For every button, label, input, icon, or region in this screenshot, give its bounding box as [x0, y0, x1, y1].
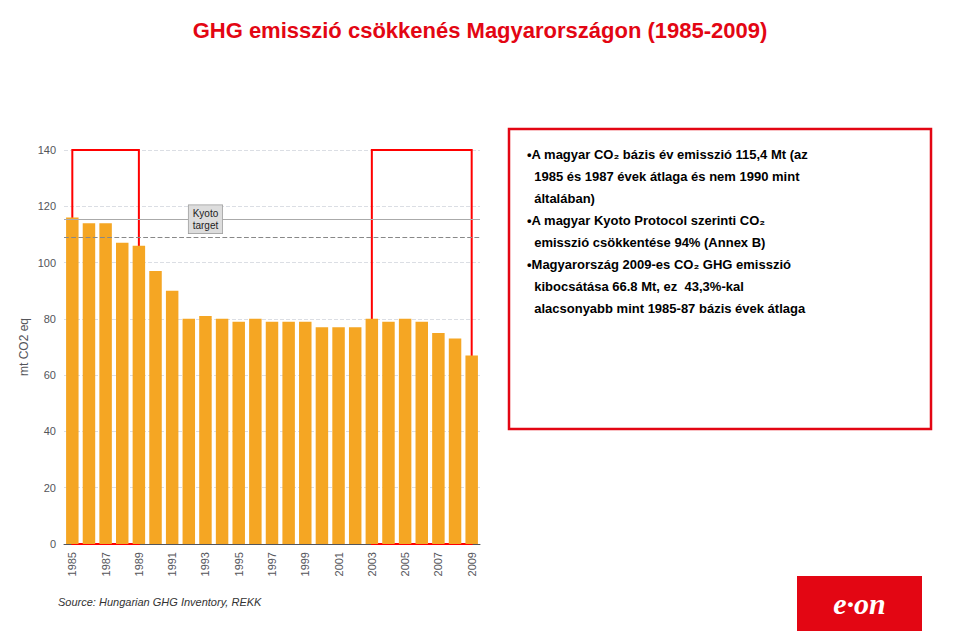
- svg-text:0: 0: [50, 538, 56, 550]
- svg-text:target: target: [193, 220, 219, 231]
- svg-text:•A magyar Kyoto Protocol szeri: •A magyar Kyoto Protocol szerinti CO₂: [527, 213, 765, 228]
- svg-text:120: 120: [38, 200, 56, 212]
- svg-text:alacsonyabb mint 1985-87 bázis: alacsonyabb mint 1985-87 bázis évek átla…: [527, 301, 806, 316]
- svg-text:GHG emisszió csökkenés Magyaro: GHG emisszió csökkenés Magyarországon (1…: [193, 18, 768, 43]
- svg-text:•Magyarország 2009-es CO₂ GHG: •Magyarország 2009-es CO₂ GHG emisszió: [527, 257, 791, 272]
- svg-text:20: 20: [44, 482, 56, 494]
- svg-text:140: 140: [38, 144, 56, 156]
- svg-text:1999: 1999: [299, 552, 311, 576]
- svg-text:e·on: e·on: [833, 587, 886, 620]
- svg-text:40: 40: [44, 425, 56, 437]
- svg-text:általában): általában): [527, 191, 595, 206]
- svg-text:1997: 1997: [266, 552, 278, 576]
- svg-text:1985: 1985: [66, 552, 78, 576]
- svg-text:2003: 2003: [366, 552, 378, 576]
- svg-text:•A magyar CO₂ bázis év emisszi: •A magyar CO₂ bázis év emisszió 115,4 Mt…: [527, 147, 808, 162]
- svg-text:1987: 1987: [100, 552, 112, 576]
- svg-text:100: 100: [38, 257, 56, 269]
- svg-text:2001: 2001: [333, 552, 345, 576]
- svg-text:Source: Hungarian GHG Inventor: Source: Hungarian GHG Inventory, REKK: [58, 596, 262, 608]
- svg-text:1985 és 1987 évek átlaga és ne: 1985 és 1987 évek átlaga és nem 1990 min…: [527, 169, 800, 184]
- svg-text:1989: 1989: [133, 552, 145, 576]
- svg-text:2007: 2007: [432, 552, 444, 576]
- svg-text:Kyoto: Kyoto: [193, 208, 219, 219]
- svg-text:80: 80: [44, 313, 56, 325]
- svg-text:2005: 2005: [399, 552, 411, 576]
- svg-text:1993: 1993: [199, 552, 211, 576]
- svg-text:mt CO2 eq: mt CO2 eq: [17, 318, 31, 376]
- svg-text:60: 60: [44, 369, 56, 381]
- svg-text:kibocsátása 66.8 Mt, ez 43,3%: kibocsátása 66.8 Mt, ez 43,3%-kal: [527, 279, 744, 294]
- svg-text:1991: 1991: [166, 552, 178, 576]
- svg-text:1995: 1995: [233, 552, 245, 576]
- svg-text:2009: 2009: [466, 552, 478, 576]
- svg-text:emisszió csökkentése 94% (Anne: emisszió csökkentése 94% (Annex B): [527, 235, 765, 250]
